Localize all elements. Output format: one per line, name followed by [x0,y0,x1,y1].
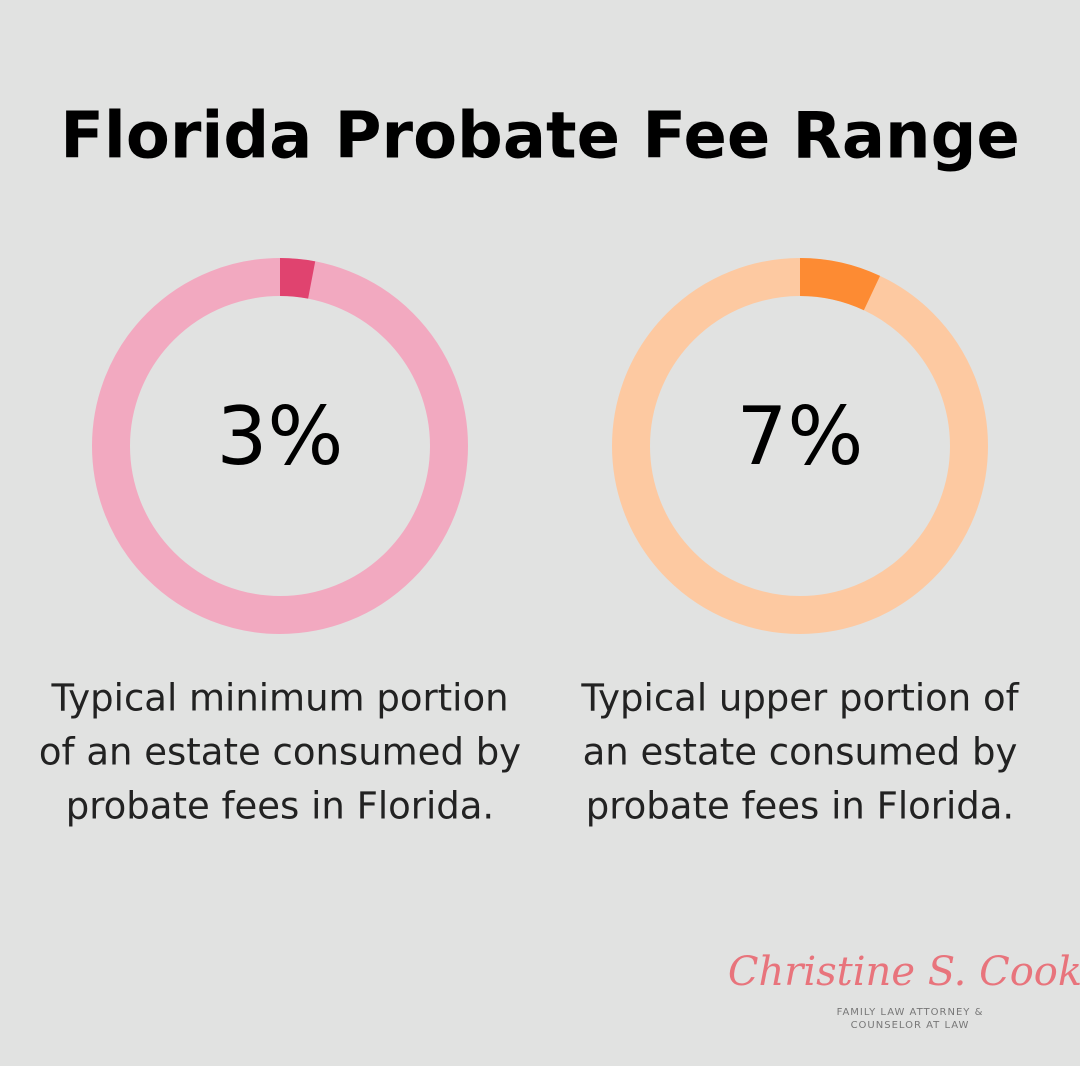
donut-arc [799,258,881,311]
value-label: 7% [737,390,864,483]
caption-line: of an estate consumed by [39,731,521,774]
donut-arc [279,258,316,299]
logo-name: Christine S. Cook [728,949,1080,995]
caption-line: an estate consumed by [583,731,1018,774]
caption-line: probate fees in Florida. [66,785,494,828]
logo-tagline: COUNSELOR AT LAW [851,1020,970,1031]
caption-line: Typical minimum portion [50,677,508,720]
value-label: 3% [217,390,344,483]
caption-line: probate fees in Florida. [586,785,1014,828]
logo-tagline: FAMILY LAW ATTORNEY & [837,1007,984,1018]
title: Florida Probate Fee Range [60,100,1020,174]
caption-line: Typical upper portion of [580,677,1019,720]
